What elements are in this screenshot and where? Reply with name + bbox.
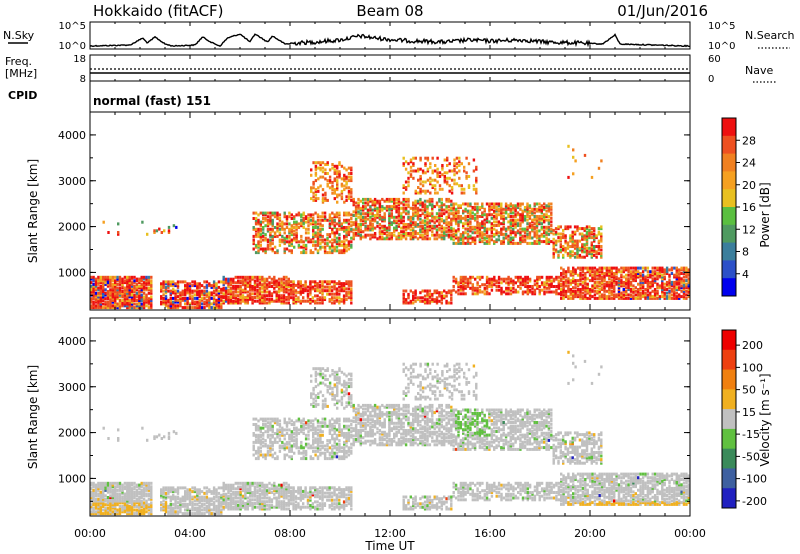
power-y-tick-label: 3000 xyxy=(58,175,86,188)
time-tick-label: 16:00 xyxy=(474,527,506,540)
freq-label-line2: [MHz] xyxy=(5,67,37,80)
velocity-y-tick-label: 3000 xyxy=(58,381,86,394)
velocity-colorbar-tick: -200 xyxy=(742,495,767,508)
time-tick-label: 04:00 xyxy=(174,527,206,540)
velocity-y-tick-label: 1000 xyxy=(58,472,86,485)
power-colorbar-tick: 16 xyxy=(742,201,756,214)
nave-label: Nave xyxy=(745,64,773,77)
velocity-colorbar-swatch xyxy=(722,409,736,430)
power-colorbar-swatch xyxy=(722,260,736,279)
velocity-colorbar-swatch xyxy=(722,369,736,390)
time-tick-label: 00:00 xyxy=(74,527,106,540)
power-colorbar-tick: 28 xyxy=(742,134,756,147)
site-title: Hokkaido (fitACF) xyxy=(93,2,224,20)
cpid-label: CPID xyxy=(8,89,37,102)
freq-top-tick: 18 xyxy=(73,54,86,65)
power-colorbar: 4 8 12 16 20 24 28 xyxy=(721,117,756,297)
power-colorbar-swatch xyxy=(722,171,736,190)
freq-bottom-tick: 8 xyxy=(80,74,86,85)
velocity-colorbar-tick: 100 xyxy=(742,361,763,374)
power-colorbar-tick: 12 xyxy=(742,223,756,236)
velocity-colorbar-swatch xyxy=(722,448,736,469)
freq-label-line1: Freq. xyxy=(5,55,32,68)
velocity-colorbar-swatch xyxy=(722,488,736,509)
time-tick-label: 12:00 xyxy=(374,527,406,540)
power-colorbar-swatch xyxy=(722,224,736,244)
velocity-colorbar-swatch xyxy=(722,428,736,450)
cpid-strip: CPID normal (fast) 151 xyxy=(8,81,691,112)
time-tick-label: 08:00 xyxy=(274,527,306,540)
power-colorbar-swatch xyxy=(722,135,736,155)
nsearch-top-tick: 10^5 xyxy=(708,21,735,32)
velocity-colorbar-tick: 50 xyxy=(742,384,756,397)
date-title: 01/Jun/2016 xyxy=(617,2,708,20)
power-colorbar-swatch xyxy=(722,118,736,137)
power-scatter-data xyxy=(90,144,690,310)
time-tick-label: 20:00 xyxy=(574,527,606,540)
power-y-axis-label: Slant Range [km] xyxy=(26,159,40,263)
nave-bottom-tick: 0 xyxy=(708,74,714,85)
velocity-colorbar-tick: 15 xyxy=(742,406,756,419)
power-colorbar-swatch xyxy=(722,153,736,172)
power-colorbar-tick: 20 xyxy=(742,179,756,192)
velocity-colorbar-swatch xyxy=(722,389,736,410)
power-colorbar-swatch xyxy=(722,242,736,261)
velocity-colorbar-swatch xyxy=(722,349,736,371)
power-colorbar-swatch xyxy=(722,189,736,208)
velocity-panel: 1000 2000 3000 4000 Slant Range [km] 200 100… xyxy=(26,317,772,517)
nsky-label: N.Sky xyxy=(3,29,35,42)
time-tick-label: 00:00 xyxy=(674,527,706,540)
x-axis-label: Time UT xyxy=(364,539,415,553)
velocity-colorbar-tick: 200 xyxy=(742,339,763,352)
velocity-colorbar-tick: -100 xyxy=(742,473,767,486)
nsky-series-line xyxy=(89,33,691,48)
power-panel: 1000 2000 3000 4000 Slant Range [km] 4 8 12 16… xyxy=(26,111,772,311)
nsky-strip: N.Sky 10^5 10^0 10^5 10^0 N.Search xyxy=(3,21,795,52)
power-y-tick-label: 2000 xyxy=(58,221,86,234)
velocity-y-tick-label: 4000 xyxy=(58,335,86,348)
power-colorbar-tick: 24 xyxy=(742,157,756,170)
velocity-colorbar-tick: -15 xyxy=(742,428,760,441)
velocity-y-tick-label: 2000 xyxy=(58,427,86,440)
power-y-tick-label: 1000 xyxy=(58,266,86,279)
nsearch-label: N.Search xyxy=(745,29,795,42)
velocity-colorbar-swatch xyxy=(722,468,736,489)
power-y-tick-label: 4000 xyxy=(58,129,86,142)
velocity-y-axis-label: Slant Range [km] xyxy=(26,365,40,469)
velocity-colorbar: 200 100 50 15 -15 -50 -100 -200 xyxy=(721,329,767,509)
nave-top-tick: 60 xyxy=(708,54,721,65)
power-colorbar-swatch xyxy=(722,278,736,297)
velocity-colorbar-swatch xyxy=(722,330,736,351)
velocity-scatter-data xyxy=(90,350,690,516)
nsky-bottom-tick: 10^0 xyxy=(59,41,86,52)
velocity-colorbar-tick: -50 xyxy=(742,450,760,463)
nsearch-bottom-tick: 10^0 xyxy=(708,41,735,52)
power-colorbar-tick: 4 xyxy=(742,268,749,281)
velocity-colorbar-label: Velocity [m s⁻¹] xyxy=(758,373,772,466)
power-colorbar-tick: 8 xyxy=(742,246,749,259)
cpid-text: normal (fast) 151 xyxy=(93,94,211,108)
beam-title: Beam 08 xyxy=(356,2,423,20)
power-colorbar-label: Power [dB] xyxy=(758,182,772,247)
power-colorbar-swatch xyxy=(722,207,736,226)
nsky-top-tick: 10^5 xyxy=(59,21,86,32)
